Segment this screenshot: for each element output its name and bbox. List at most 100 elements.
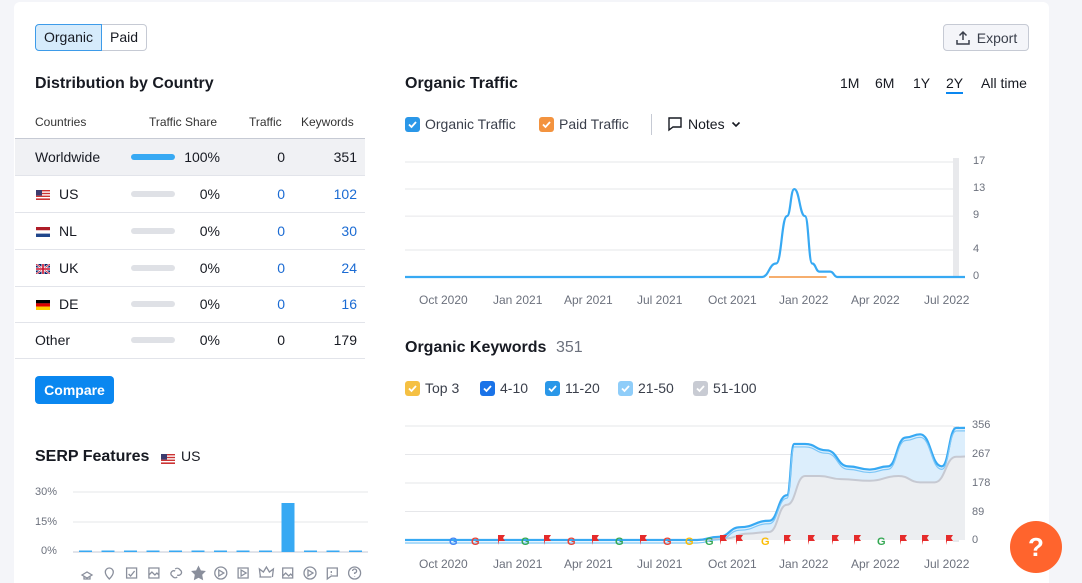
traffic-xtick: Oct 2021 <box>708 293 757 307</box>
google-update-icon: G <box>877 536 886 548</box>
traffic-share: 0% <box>199 296 220 312</box>
traffic-value[interactable]: 0 <box>277 223 285 239</box>
checkbox-icon <box>480 380 495 396</box>
help-button[interactable]: ? <box>1010 521 1062 573</box>
legend-label: 21-50 <box>638 380 674 396</box>
legend-11-20[interactable]: 11-20 <box>545 380 600 396</box>
serp-country: US <box>181 448 201 464</box>
traffic-share: 0% <box>199 332 220 348</box>
export-button[interactable]: Export <box>943 24 1029 51</box>
keywords-value[interactable]: 24 <box>341 260 357 276</box>
keywords-xtick: Oct 2021 <box>708 557 757 571</box>
google-update-icon: G <box>685 536 694 548</box>
table-row[interactable]: UK 0% 0 24 <box>15 250 365 287</box>
share-bar <box>131 228 175 234</box>
range-1y[interactable]: 1Y <box>913 75 931 91</box>
keywords-ytick: 0 <box>972 534 979 546</box>
upload-icon <box>956 30 970 45</box>
share-bar <box>131 191 175 197</box>
col-countries: Countries <box>35 115 87 129</box>
keywords-ytick: 356 <box>972 419 991 431</box>
google-update-icon: G <box>471 536 480 548</box>
table-row[interactable]: US 0% 0 102 <box>15 176 365 213</box>
checkbox-icon <box>693 380 708 396</box>
legend-label: Top 3 <box>425 380 460 396</box>
keywords-xtick: Apr 2021 <box>564 557 613 571</box>
keywords-value[interactable]: 30 <box>341 223 357 239</box>
traffic-xtick: Jan 2022 <box>779 293 829 307</box>
serp-bar <box>281 503 295 552</box>
series-top-50 <box>405 430 965 544</box>
notes-dropdown[interactable]: Notes <box>667 116 742 132</box>
google-update-icon: G <box>449 536 458 548</box>
tab-paid[interactable]: Paid <box>102 24 148 51</box>
table-row[interactable]: Other 0% 0 179 <box>15 322 365 359</box>
range-6m[interactable]: 6M <box>875 75 895 91</box>
traffic-value[interactable]: 0 <box>277 186 285 202</box>
col-keywords: Keywords <box>301 115 354 129</box>
legend-paid-traffic[interactable]: Paid Traffic <box>539 116 629 132</box>
country-name: Worldwide <box>35 149 101 165</box>
video-icon <box>214 566 228 580</box>
series-organic-traffic <box>405 187 965 279</box>
country-name: UK <box>59 260 79 276</box>
legend-21-50[interactable]: 21-50 <box>618 380 674 396</box>
keywords-value[interactable]: 16 <box>341 296 357 312</box>
serp-bar <box>236 550 250 552</box>
flag-marker-icon <box>720 535 727 545</box>
range-1m[interactable]: 1M <box>840 75 860 91</box>
traffic-ytick: 4 <box>973 243 980 255</box>
share-bar <box>131 301 175 307</box>
checkbox-icon <box>618 380 633 396</box>
serp-bar <box>214 550 227 552</box>
serp-chart <box>73 491 368 581</box>
col-traffic-share: Traffic Share <box>149 115 218 129</box>
serp-bar <box>259 550 272 552</box>
compare-button[interactable]: Compare <box>35 376 114 404</box>
traffic-value[interactable]: 0 <box>277 260 285 276</box>
traffic-value[interactable]: 0 <box>277 296 285 312</box>
legend-top-3[interactable]: Top 3 <box>405 380 459 396</box>
us-flag-icon <box>36 190 50 200</box>
table-row[interactable]: NL 0% 0 30 <box>15 213 365 250</box>
serp-ytick: 15% <box>35 516 58 528</box>
nl-flag-icon <box>36 227 50 237</box>
table-row[interactable]: Worldwide 100% 0 351 <box>15 139 365 176</box>
legend-label: 51-100 <box>713 380 757 396</box>
traffic-ytick: 0 <box>973 270 980 282</box>
legend-organic-traffic[interactable]: Organic Traffic <box>405 116 516 132</box>
table-row[interactable]: DE 0% 0 16 <box>15 286 365 323</box>
keywords-xtick: Jan 2022 <box>779 557 829 571</box>
keywords-xtick: Oct 2020 <box>419 557 468 571</box>
keywords-count: 351 <box>556 339 583 356</box>
serp-bar <box>191 550 205 552</box>
google-update-icon: G <box>705 536 714 548</box>
traffic-ytick: 9 <box>973 209 980 221</box>
legend-label: 4-10 <box>500 380 529 396</box>
range-all-time[interactable]: All time <box>981 75 1027 91</box>
country-name: NL <box>59 223 77 239</box>
google-update-icon: G <box>663 536 672 548</box>
traffic-share: 0% <box>199 260 220 276</box>
keywords-xtick: Jul 2021 <box>637 557 683 571</box>
serp-title: SERP Features <box>35 448 150 465</box>
link-icon <box>170 567 183 579</box>
serp-bar <box>124 550 137 552</box>
legend-51-100[interactable]: 51-100 <box>693 380 757 396</box>
serp-bar <box>79 550 92 552</box>
traffic-ytick: 13 <box>973 182 986 194</box>
keywords-value[interactable]: 102 <box>333 186 357 202</box>
flag-marker-icon <box>592 535 599 545</box>
traffic-ytick: 17 <box>973 155 986 167</box>
traffic-share: 0% <box>199 223 220 239</box>
keywords-xtick: Apr 2022 <box>851 557 900 571</box>
flag-marker-icon <box>736 535 743 545</box>
tab-organic[interactable]: Organic <box>35 24 103 51</box>
traffic-xtick: Jul 2021 <box>637 293 683 307</box>
legend-divider <box>651 114 652 135</box>
google-update-icon: G <box>615 536 624 548</box>
traffic-value: 0 <box>277 149 285 165</box>
crown-icon <box>258 565 275 578</box>
legend-4-10[interactable]: 4-10 <box>480 380 528 396</box>
range-2y[interactable]: 2Y <box>946 75 964 94</box>
